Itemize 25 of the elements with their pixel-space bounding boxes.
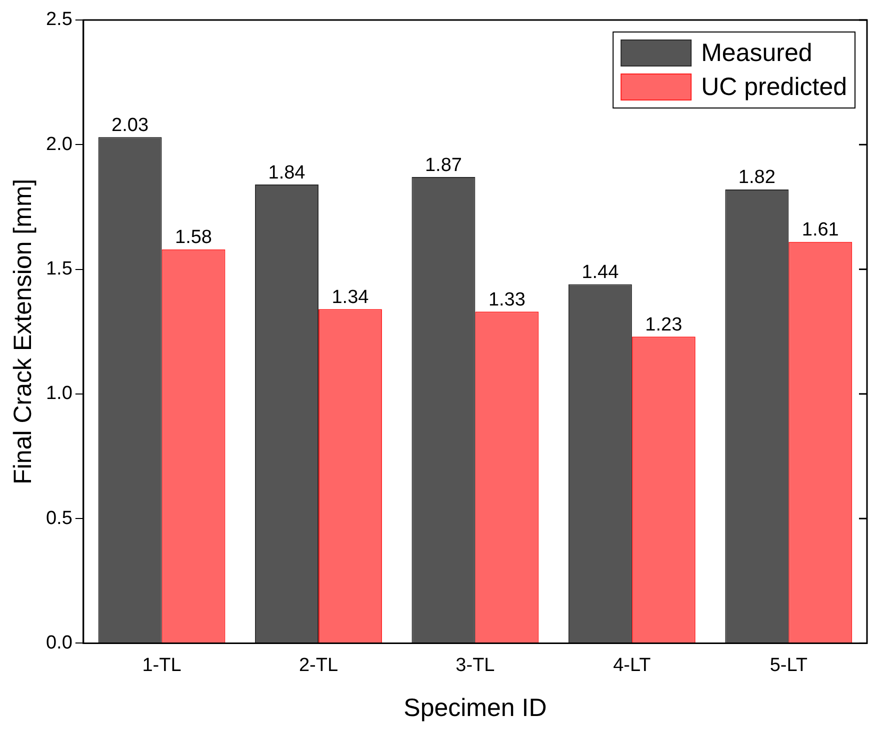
- data-label: 1.87: [424, 154, 462, 176]
- x-tick-label: 1-TL: [142, 654, 182, 676]
- x-tick-label: 4-LT: [613, 654, 652, 676]
- y-tick-label: 0.0: [46, 632, 72, 654]
- data-label: 1.34: [332, 286, 370, 308]
- data-label: 2.03: [112, 114, 149, 136]
- y-axis-title: Final Crack Extension [mm]: [8, 178, 37, 484]
- data-label: 1.82: [738, 167, 776, 188]
- y-tick-label: 0.5: [46, 508, 72, 529]
- legend-label: Measured: [701, 38, 812, 67]
- data-label: 1.61: [802, 220, 839, 241]
- data-label: 1.23: [645, 314, 682, 336]
- y-tick-label: 2.5: [46, 9, 72, 30]
- data-label: 1.33: [488, 289, 526, 310]
- y-tick-label: 1.0: [46, 383, 72, 404]
- data-label: 1.44: [582, 262, 620, 283]
- legend-label: UC predicted: [701, 72, 848, 101]
- y-tick-label: 1.5: [46, 258, 72, 280]
- data-label: 1.84: [268, 162, 306, 184]
- x-axis-title: Specimen ID: [404, 694, 547, 722]
- y-tick-label: 2.0: [46, 134, 72, 155]
- x-tick-label: 5-LT: [770, 654, 808, 676]
- x-tick-label: 2-TL: [298, 654, 338, 676]
- x-tick-label: 3-TL: [456, 654, 495, 676]
- data-label: 1.58: [175, 227, 212, 248]
